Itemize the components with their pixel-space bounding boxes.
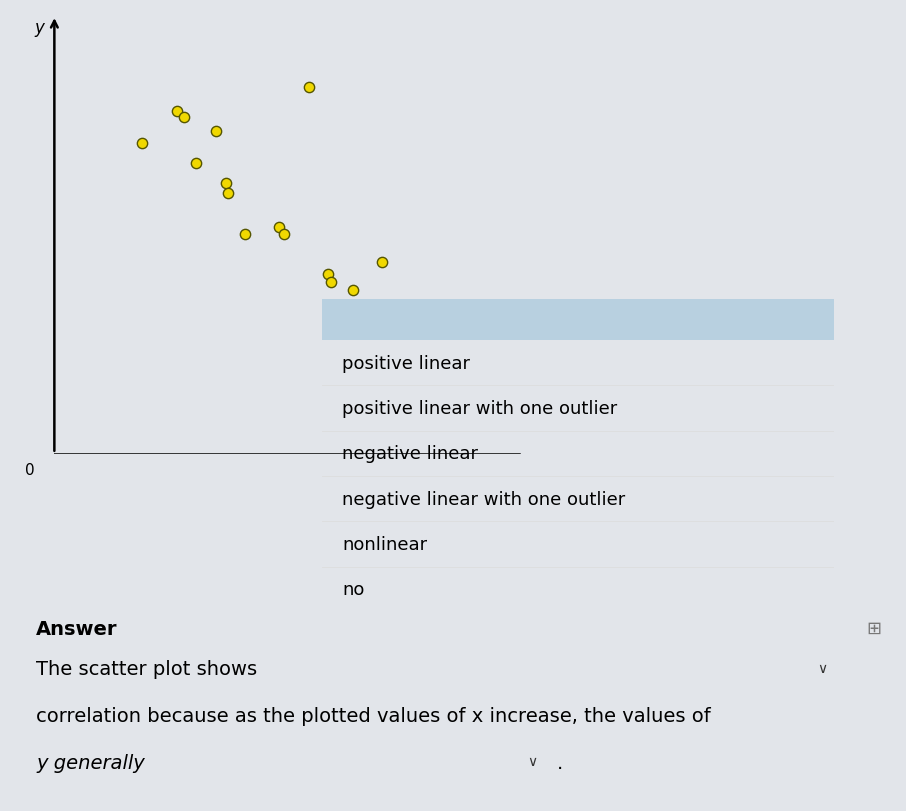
Point xyxy=(135,137,149,150)
Text: The scatter plot shows: The scatter plot shows xyxy=(36,659,257,679)
Text: y: y xyxy=(34,19,44,37)
Text: ∨: ∨ xyxy=(817,661,827,676)
Point xyxy=(368,300,382,313)
Point xyxy=(323,277,338,290)
Text: no: no xyxy=(342,581,364,599)
Text: negative linear with one outlier: negative linear with one outlier xyxy=(342,490,625,508)
Point xyxy=(177,111,191,124)
Text: 0: 0 xyxy=(25,462,34,477)
Point xyxy=(375,256,390,269)
Point xyxy=(218,177,233,190)
Bar xyxy=(322,300,834,341)
Text: Answer: Answer xyxy=(36,619,118,638)
Text: nonlinear: nonlinear xyxy=(342,535,428,553)
Point xyxy=(169,105,184,118)
Point xyxy=(238,229,253,242)
Point xyxy=(277,229,292,242)
Text: correlation because as the plotted values of x increase, the values of: correlation because as the plotted value… xyxy=(36,706,711,725)
Text: .: . xyxy=(557,753,564,772)
Point xyxy=(321,268,335,281)
Text: negative linear: negative linear xyxy=(342,445,478,463)
Text: positive linear: positive linear xyxy=(342,354,470,372)
Point xyxy=(272,221,286,234)
Text: positive linear with one outlier: positive linear with one outlier xyxy=(342,400,617,418)
Point xyxy=(370,308,384,321)
Point xyxy=(345,285,360,298)
Point xyxy=(221,187,236,200)
Text: ⊞: ⊞ xyxy=(867,620,882,637)
Point xyxy=(302,81,316,94)
Point xyxy=(208,125,223,138)
Text: ∨: ∨ xyxy=(527,754,537,769)
Point xyxy=(189,157,204,170)
Text: y generally: y generally xyxy=(36,753,145,772)
